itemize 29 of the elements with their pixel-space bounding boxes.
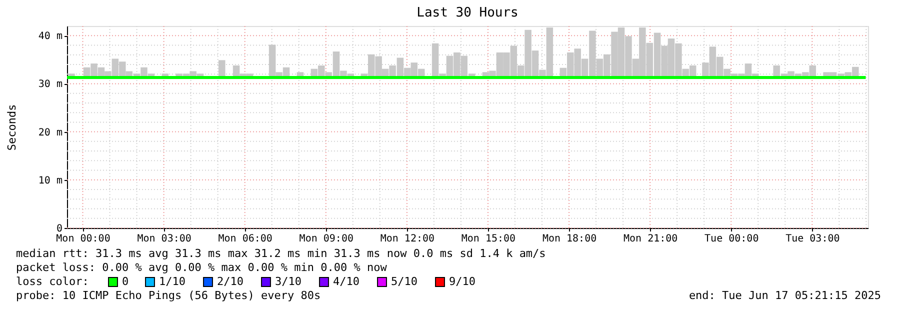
text: packet loss: 0.00 % avg 0.00 % max 0.00 % min 0.00 % now	[16, 261, 388, 274]
chart-title: Last 30 Hours	[416, 6, 518, 20]
legend-label: 1/10	[159, 275, 186, 288]
legend-label: 0	[122, 275, 129, 288]
y-axis-title: Seconds	[6, 104, 18, 151]
x-tick-label: Tue 03:00	[786, 234, 840, 244]
y-tick-label: 0	[56, 224, 62, 234]
x-tick-label: Mon 15:00	[461, 234, 516, 244]
x-tick-label: Mon 18:00	[542, 234, 597, 244]
x-tick-label: Mon 00:00	[56, 234, 110, 244]
text: median rtt: 31.3 ms avg 31.3 ms max 31.2 ms min 31.3 ms now 0.0 ms sd 1.4 k am/s	[16, 247, 546, 260]
legend-label: 3/10	[275, 275, 302, 288]
y-tick-label: 10 m	[38, 175, 62, 186]
y-tick-label: 20 m	[38, 127, 62, 138]
x-tick-label: Tue 00:00	[704, 234, 759, 244]
legend-label: 9/10	[449, 275, 476, 288]
legend-label: 2/10	[217, 275, 244, 288]
legend-label: 5/10	[391, 275, 418, 288]
y-tick-label: 30 m	[38, 79, 62, 90]
legend-label: 4/10	[333, 275, 360, 288]
x-tick-label: Mon 06:00	[218, 234, 272, 244]
text: probe: 10 ICMP Echo Pings (56 Bytes) every 80s	[16, 289, 321, 302]
x-tick-label: Mon 12:00	[380, 234, 435, 244]
y-tick-label: 40 m	[38, 31, 62, 42]
text: end: Tue Jun 17 05:21:15 2025	[688, 289, 881, 302]
x-tick-label: Mon 09:00	[299, 234, 354, 244]
x-tick-label: Mon 21:00	[623, 234, 678, 244]
x-tick-label: Mon 03:00	[137, 234, 192, 244]
legend-title: loss color:	[16, 275, 89, 288]
